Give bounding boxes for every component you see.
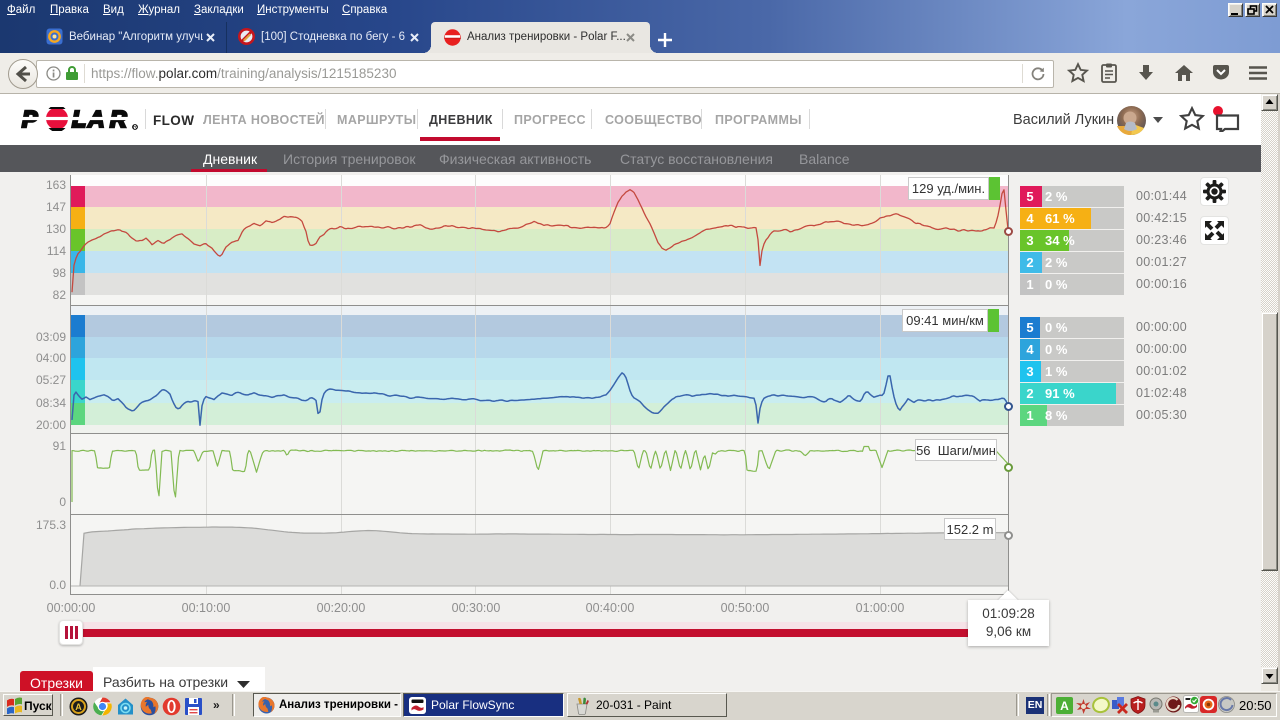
svg-text:A: A [75,702,82,712]
svg-text:R: R [133,125,138,131]
svg-text:A: A [1060,699,1069,713]
